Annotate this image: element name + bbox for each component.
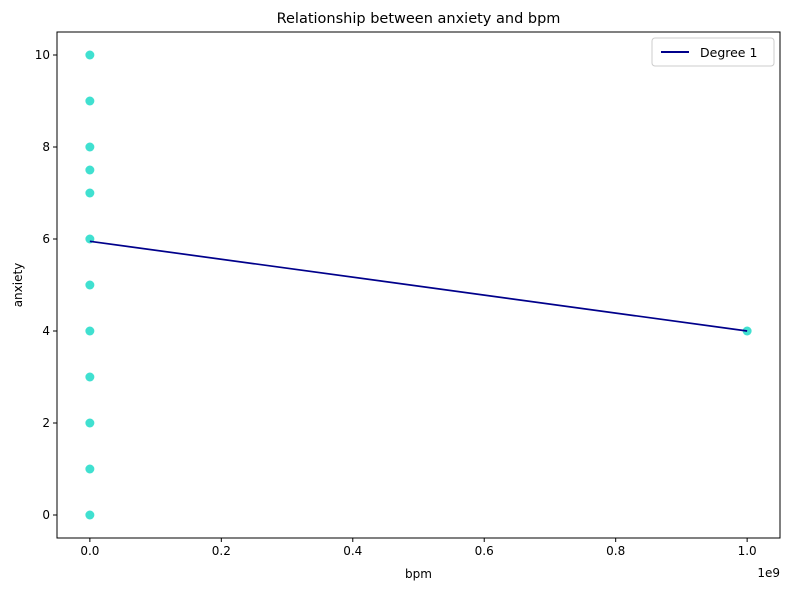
fit-line-series <box>89 240 748 332</box>
y-tick-label: 2 <box>42 416 50 430</box>
scatter-point <box>85 165 95 175</box>
x-tick-label: 0.4 <box>343 544 362 558</box>
x-tick-label: 0.0 <box>80 544 99 558</box>
y-tick-label: 4 <box>42 324 50 338</box>
scatter-point <box>85 50 95 60</box>
scatter-point <box>85 326 95 336</box>
scatter-point <box>85 96 95 106</box>
fit-lines <box>89 240 748 332</box>
scatter-points <box>85 50 752 520</box>
x-tick-label: 1.0 <box>738 544 757 558</box>
legend-box <box>651 37 775 67</box>
scatter-point <box>85 142 95 152</box>
y-ticks: 0 2 4 6 8 10 <box>35 48 57 522</box>
x-tick-label: 0.8 <box>606 544 625 558</box>
y-tick-label: 8 <box>42 140 50 154</box>
y-axis-label: anxiety <box>11 263 25 308</box>
scatter-point <box>85 418 95 428</box>
scatter-point <box>85 372 95 382</box>
y-tick-label: 10 <box>35 48 50 62</box>
x-tick-label: 0.6 <box>475 544 494 558</box>
axes <box>56 31 781 539</box>
y-tick-label: 0 <box>42 508 50 522</box>
legend: Degree 1 <box>651 37 775 67</box>
x-tick-label: 0.2 <box>212 544 231 558</box>
x-offset-label: 1e9 <box>757 566 780 580</box>
x-axis-label: bpm <box>405 567 432 581</box>
chart-title: Relationship between anxiety and bpm <box>277 11 561 27</box>
scatter-point <box>85 464 95 474</box>
scatter-point <box>85 280 95 290</box>
y-tick-label: 6 <box>42 232 50 246</box>
x-ticks: 0.0 0.2 0.4 0.6 0.8 1.0 <box>80 538 757 558</box>
scatter-point <box>85 510 95 520</box>
plot-frame <box>56 31 781 539</box>
plot-area <box>57 32 780 538</box>
scatter-point <box>85 188 95 198</box>
legend-label: Degree 1 <box>700 45 757 60</box>
